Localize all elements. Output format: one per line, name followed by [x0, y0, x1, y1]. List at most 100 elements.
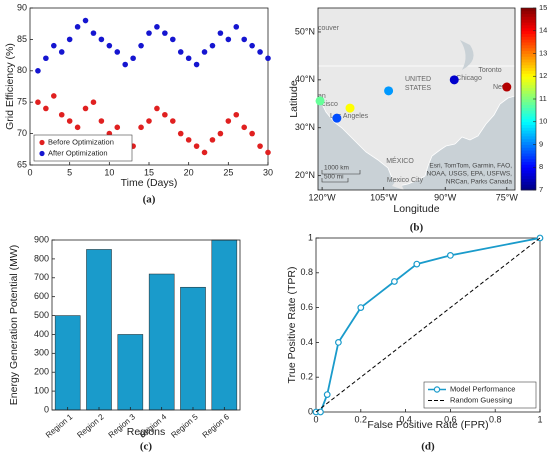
- data-point: [249, 42, 255, 49]
- data-point: [82, 105, 89, 112]
- colorbar-step: [521, 175, 536, 180]
- bar: [148, 273, 175, 411]
- x-tick-label: Region 5: [169, 412, 200, 440]
- colorbar-step: [521, 141, 536, 145]
- colorbar-step: [521, 93, 536, 97]
- colorbar-step: [521, 76, 536, 80]
- data-point: [98, 118, 105, 124]
- data-point: [35, 68, 41, 74]
- y-tick-label: 80: [17, 65, 27, 75]
- colorbar-step: [521, 101, 536, 106]
- x-tick-label: 25: [223, 167, 233, 177]
- legend-label: Random Guessing: [450, 395, 512, 404]
- data-point: [170, 36, 176, 43]
- y-tick-label: 90: [17, 2, 27, 12]
- map-label: Mexico City: [387, 177, 424, 184]
- y-tick-label: 200: [34, 367, 49, 377]
- map-label: couver: [318, 25, 340, 32]
- colorbar-step: [521, 70, 536, 74]
- map-point: [332, 113, 342, 123]
- y-tick-label: 100: [34, 385, 49, 395]
- data-point: [185, 137, 192, 143]
- attribution: Esri, TomTom, Garmin, FAO,: [429, 163, 512, 170]
- panel-label: (c): [140, 441, 153, 453]
- x-tick-label: 1: [537, 414, 542, 424]
- data-point: [106, 42, 113, 49]
- x-axis-label: False Positive Rate (FPR): [367, 419, 488, 431]
- data-point: [74, 24, 81, 30]
- colorbar-step: [521, 36, 536, 40]
- colorbar-step: [521, 130, 536, 134]
- x-tick-label: 120°W: [309, 192, 337, 202]
- colorbar-step: [521, 59, 536, 63]
- colorbar-step: [521, 50, 536, 54]
- colorbar-step: [521, 135, 536, 140]
- colorbar-step: [521, 25, 536, 29]
- map-point: [345, 103, 355, 113]
- data-point: [82, 17, 89, 24]
- data-point: [146, 30, 152, 36]
- map-label: Chicago: [456, 75, 482, 82]
- map-point: [502, 82, 512, 92]
- legend-marker: [433, 386, 441, 393]
- y-tick-label: 70: [17, 128, 27, 138]
- data-point: [90, 30, 97, 36]
- colorbar-step: [521, 73, 536, 77]
- data-point: [233, 111, 240, 118]
- colorbar-step: [521, 184, 536, 188]
- colorbar-step: [521, 53, 536, 57]
- x-axis-label: Time (Days): [121, 177, 178, 189]
- data-point: [335, 339, 342, 346]
- colorbar-step: [521, 39, 536, 43]
- data-point: [225, 118, 232, 124]
- data-point: [217, 130, 224, 137]
- colorbar-step: [521, 87, 536, 91]
- data-point: [51, 42, 57, 49]
- data-point: [201, 49, 208, 55]
- colorbar-step: [521, 170, 536, 174]
- data-point: [170, 118, 176, 124]
- x-axis-label: Regions: [127, 426, 166, 438]
- colorbar-step: [521, 81, 536, 86]
- colorbar-step: [521, 56, 536, 60]
- x-tick-label: 0.6: [444, 414, 457, 424]
- y-tick-label: 30°N: [295, 122, 315, 132]
- colorbar-step: [521, 30, 536, 34]
- data-point: [177, 130, 184, 137]
- colorbar-step: [521, 22, 536, 26]
- data-point: [323, 391, 331, 399]
- colorbar-step: [521, 187, 536, 191]
- colorbar-step: [521, 116, 536, 120]
- data-point: [58, 111, 65, 118]
- y-axis-label: Latitude: [288, 80, 300, 118]
- colorbar-tick-label: 7: [539, 185, 543, 194]
- y-axis-label: Energy Generation Potential (MW): [8, 245, 20, 405]
- colorbar-step: [521, 67, 536, 71]
- colorbar-step: [521, 33, 536, 37]
- colorbar-step: [521, 161, 536, 165]
- data-point: [193, 61, 200, 68]
- data-point: [122, 61, 128, 68]
- data-point: [241, 36, 247, 43]
- legend-box: [33, 134, 133, 162]
- y-tick-label: 0: [44, 404, 49, 414]
- legend-label: Before Optimization: [48, 137, 114, 146]
- data-point: [225, 36, 232, 43]
- scale-label: 1000 km: [324, 165, 349, 172]
- legend-marker: [39, 150, 45, 157]
- colorbar-step: [521, 113, 536, 117]
- colorbar-tick-label: 14: [539, 26, 547, 35]
- map-label: New: [493, 84, 508, 91]
- data-point: [146, 118, 152, 124]
- data-point: [193, 143, 200, 149]
- data-point: [114, 124, 121, 131]
- data-point: [241, 124, 247, 131]
- colorbar-step: [521, 62, 536, 66]
- data-point: [51, 93, 57, 99]
- data-point: [201, 149, 208, 156]
- y-tick-label: 500: [34, 310, 49, 320]
- map-point: [449, 75, 459, 85]
- basemap: [318, 8, 515, 190]
- map-label: cisco: [322, 101, 338, 108]
